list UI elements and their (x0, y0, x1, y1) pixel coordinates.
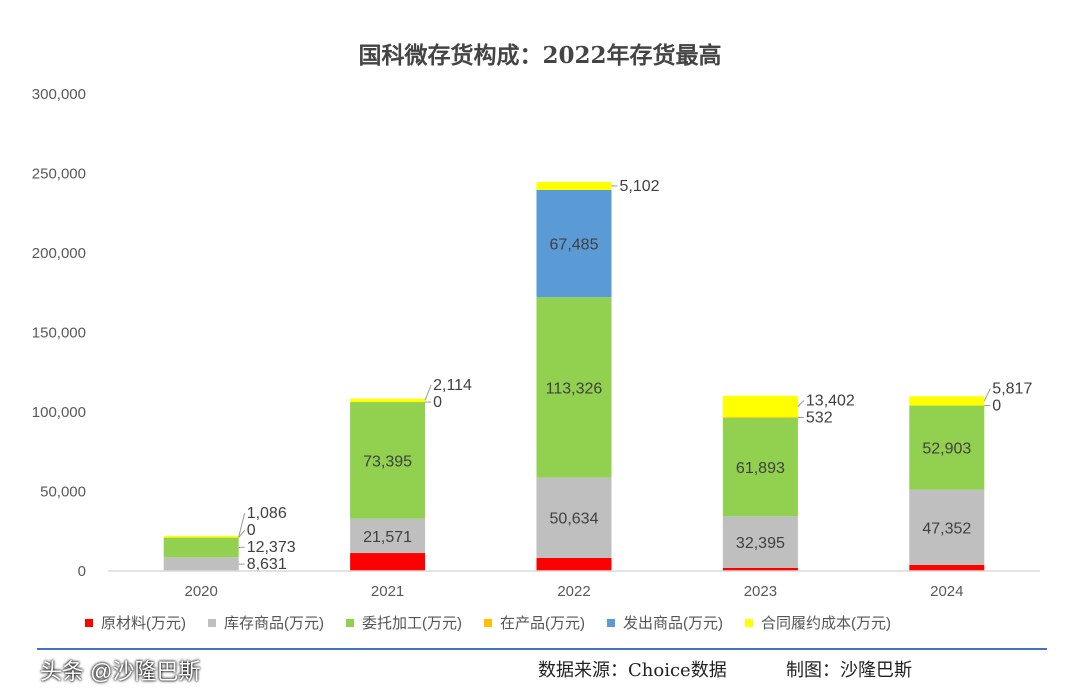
legend-swatch (85, 618, 93, 627)
legend-label: 库存商品(万元) (224, 615, 324, 632)
bar-segment (722, 417, 798, 418)
legend-swatch (745, 618, 753, 627)
bar-segment (536, 189, 612, 298)
bar-segment (536, 181, 612, 190)
legend-label: 原材料(万元) (101, 615, 186, 632)
legend-item: 发出商品(万元) (607, 612, 723, 633)
legend-label: 合同履约成本(万元) (761, 615, 891, 632)
x-tick-label: 2021 (371, 583, 404, 600)
legend-swatch (484, 618, 492, 627)
y-tick-label: 250,000 (32, 166, 86, 183)
legend-label: 发出商品(万元) (623, 615, 723, 632)
data-label: 0 (433, 394, 442, 411)
data-label: 2,114 (433, 377, 472, 394)
bar-segment (722, 516, 798, 568)
bar-segment (722, 567, 798, 571)
legend-item: 在产品(万元) (484, 612, 585, 633)
legend-item: 原材料(万元) (85, 612, 186, 633)
legend: 原材料(万元) 库存商品(万元) 委托加工(万元) 在产品(万元) 发出商品(万元) 合同… (85, 612, 891, 633)
y-tick-label: 0 (78, 563, 86, 580)
y-tick-label: 200,000 (32, 245, 86, 262)
data-label: 61,893 (736, 460, 785, 477)
data-label: 21,571 (363, 529, 412, 546)
label-leader (238, 529, 246, 538)
y-tick-label: 100,000 (32, 404, 86, 421)
legend-item: 合同履约成本(万元) (745, 612, 891, 633)
bar-segment (163, 557, 239, 571)
data-label: 5,817 (992, 381, 1032, 398)
legend-item: 委托加工(万元) (346, 612, 462, 633)
bar-segment (909, 564, 985, 571)
data-label: 1,086 (247, 505, 287, 522)
label-leader (424, 384, 432, 401)
legend-label: 委托加工(万元) (362, 615, 462, 632)
divider (37, 648, 1047, 650)
bar-segment (536, 477, 612, 558)
bar-segment (536, 557, 612, 571)
data-label: 8,631 (247, 556, 287, 573)
x-tick-label: 2023 (744, 583, 777, 600)
bar-segment (909, 396, 985, 406)
x-tick-label: 2024 (930, 583, 963, 600)
data-label: 0 (247, 522, 256, 539)
bar-segment (722, 395, 798, 418)
bar-segment (909, 405, 985, 490)
x-tick-label: 2022 (557, 583, 590, 600)
label-leader (797, 400, 805, 407)
data-label: 5,102 (620, 178, 660, 195)
label-leader (983, 388, 991, 402)
x-tick-label: 2020 (185, 583, 218, 600)
bar-segment (350, 398, 426, 403)
data-label: 12,373 (247, 539, 296, 556)
data-label: 47,352 (922, 520, 971, 537)
bar-segment (163, 537, 239, 558)
legend-item: 库存商品(万元) (208, 612, 324, 633)
legend-label: 在产品(万元) (500, 615, 585, 632)
legend-swatch (208, 618, 216, 627)
label-leader (238, 513, 246, 537)
data-label: 67,485 (550, 237, 599, 254)
legend-swatch (607, 618, 615, 627)
y-tick-label: 150,000 (32, 325, 86, 342)
watermark: 头条 @沙隆巴斯 (40, 659, 201, 684)
y-tick-label: 300,000 (32, 86, 86, 103)
data-label: 13,402 (806, 392, 855, 409)
bar-segment (350, 402, 426, 519)
bar-segment (350, 518, 426, 554)
data-source: 数据来源：Choice数据 (538, 660, 727, 681)
data-label: 73,395 (363, 453, 412, 470)
bar-segment (350, 553, 426, 571)
chart-credit: 制图：沙隆巴斯 (786, 660, 912, 681)
y-tick-label: 50,000 (40, 484, 86, 501)
bar-segment (536, 297, 612, 478)
legend-swatch (346, 618, 354, 627)
bar-segment (909, 489, 985, 565)
data-label: 50,634 (550, 511, 599, 528)
data-label: 113,326 (546, 380, 603, 397)
chart-title: 国科微存货构成：2022年存货最高 (358, 42, 722, 69)
data-label: 32,395 (736, 535, 785, 552)
bar-segment (722, 417, 798, 517)
data-label: 52,903 (922, 441, 971, 458)
bar-segment (163, 535, 239, 538)
data-label: 532 (806, 409, 833, 426)
data-label: 0 (992, 398, 1001, 415)
